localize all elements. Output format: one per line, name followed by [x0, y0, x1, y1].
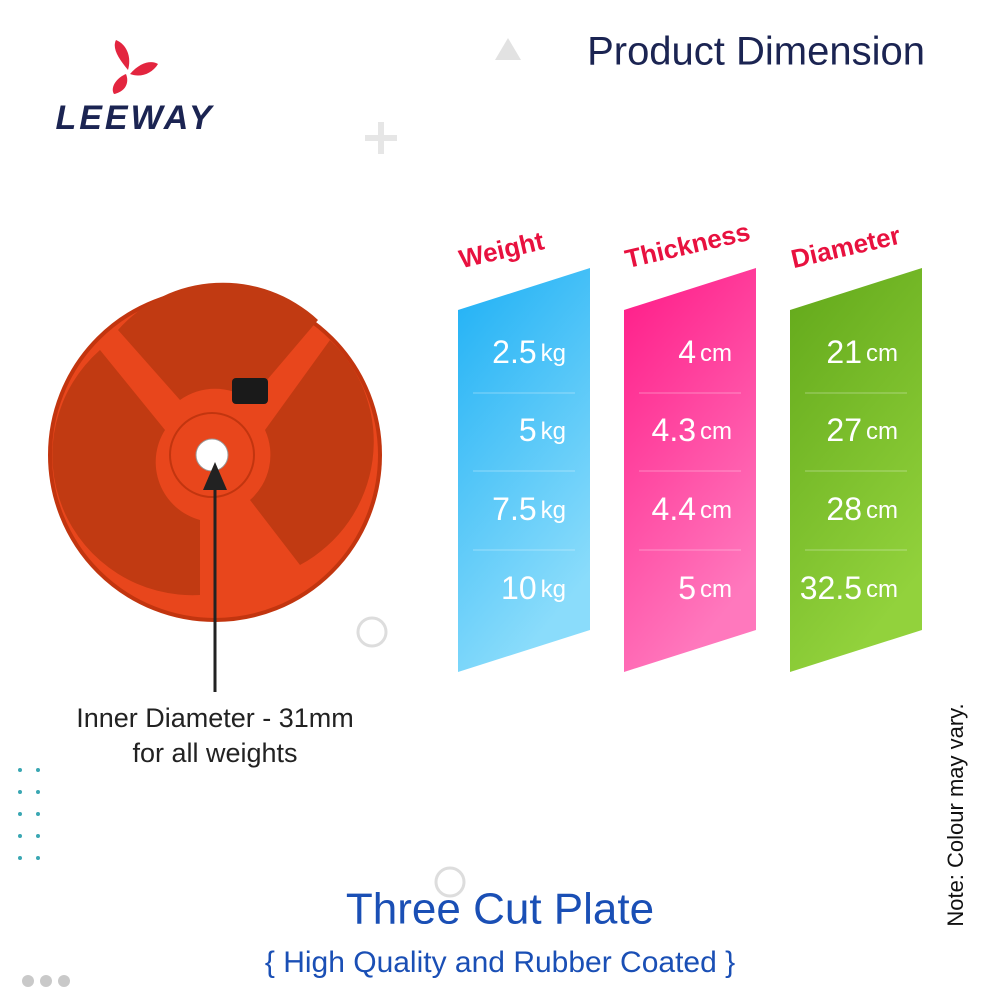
deco-plus [365, 122, 397, 154]
deco-circle [434, 866, 466, 898]
cell: 7.5 kg [492, 491, 566, 527]
cell-value: 21 [826, 334, 862, 370]
cell: 4.4 cm [652, 491, 732, 527]
inner-diameter: for all weights [132, 738, 297, 768]
cell: 27 cm [826, 412, 898, 448]
cell-value: 2.5 [492, 334, 536, 370]
cell-unit: cm [700, 418, 732, 445]
cell-value: 4 [678, 334, 696, 370]
deco-dots [22, 975, 70, 987]
cell: 5 cm [678, 570, 732, 606]
cell: 5 kg [519, 412, 566, 448]
footer-title: Three Cut Plate [346, 885, 654, 934]
cell: 28 cm [826, 491, 898, 527]
cell-value: 7.5 [492, 491, 536, 527]
brand: LEEWAY [55, 99, 214, 137]
column-heading: Thickness [622, 216, 753, 274]
title: Product Dimension [587, 30, 925, 74]
cell: 10 kg [501, 570, 566, 606]
cell-value: 10 [501, 570, 537, 606]
cell-unit: cm [700, 340, 732, 367]
cell: 2.5 kg [492, 334, 566, 370]
cell-value: 32.5 [800, 570, 862, 606]
cell-unit: kg [541, 418, 566, 445]
column-heading: Weight [456, 225, 547, 274]
cell: 4.3 cm [652, 412, 732, 448]
cell-unit: cm [866, 418, 898, 445]
cell-unit: cm [866, 340, 898, 367]
cell-unit: kg [541, 497, 566, 524]
deco-triangle [495, 38, 521, 60]
cell-value: 4.3 [652, 412, 696, 448]
note: Note: Colour may vary. [943, 703, 968, 926]
inner-diameter: Inner Diameter - 31mm [76, 703, 354, 733]
plate-image [48, 282, 382, 622]
cell-value: 5 [519, 412, 537, 448]
cell-unit: cm [700, 497, 732, 524]
cell-value: 27 [826, 412, 862, 448]
cell-unit: kg [541, 576, 566, 603]
cell-value: 4.4 [652, 491, 696, 527]
cell-unit: cm [866, 497, 898, 524]
cell-value: 28 [826, 491, 862, 527]
cell-unit: cm [866, 576, 898, 603]
deco-dots [18, 768, 40, 860]
cell-value: 5 [678, 570, 696, 606]
cell-unit: cm [700, 576, 732, 603]
cell: 4 cm [678, 334, 732, 370]
column-panel [790, 268, 922, 672]
column-panel [624, 268, 756, 672]
footer-subtitle: { High Quality and Rubber Coated } [265, 946, 735, 979]
column-panel [458, 268, 590, 672]
logo-mark [112, 40, 158, 94]
cell: 32.5 cm [800, 570, 898, 606]
column-heading: Diameter [788, 220, 903, 274]
deco-circle [356, 616, 388, 648]
cell-unit: kg [541, 340, 566, 367]
cell: 21 cm [826, 334, 898, 370]
arrow-head [203, 462, 227, 490]
